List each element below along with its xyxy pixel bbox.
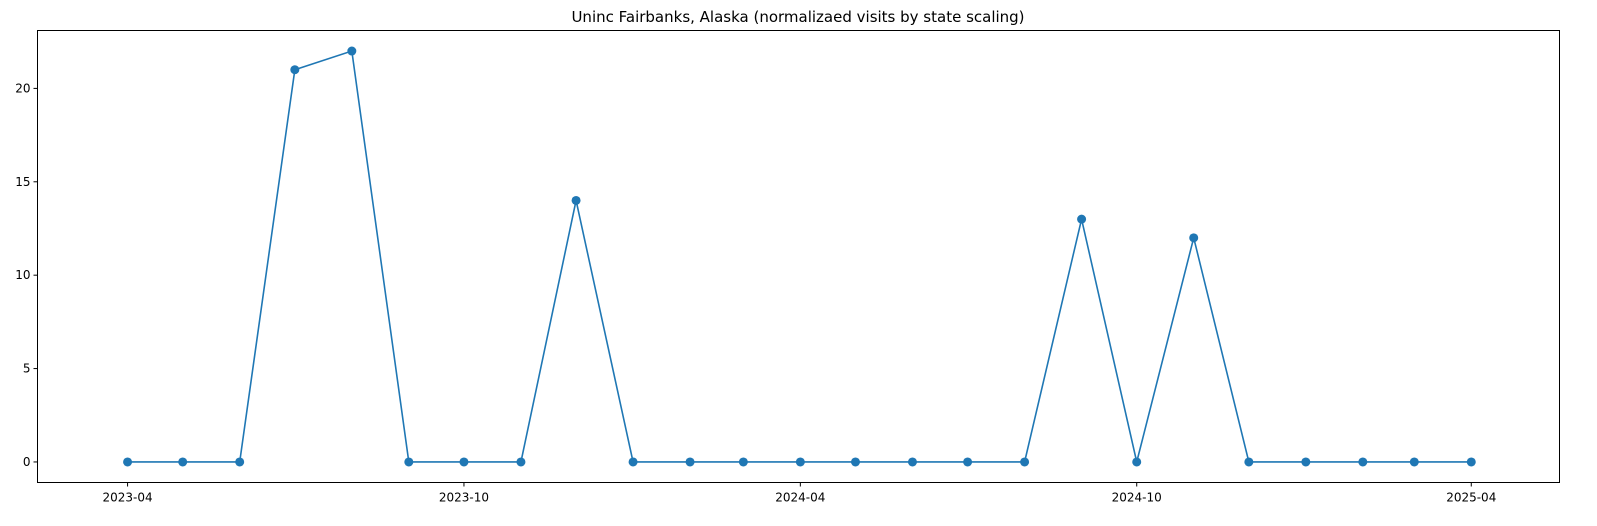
y-tick-label: 10 <box>15 268 30 282</box>
x-tick-label: 2024-04 <box>775 491 825 505</box>
data-point <box>795 457 805 467</box>
x-tick-label: 2023-04 <box>102 491 152 505</box>
y-tick-label: 5 <box>23 362 31 376</box>
data-point <box>404 457 414 467</box>
axes-frame <box>37 30 1560 483</box>
data-point <box>459 457 469 467</box>
data-point <box>1466 457 1476 467</box>
x-tick-label: 2023-10 <box>439 491 489 505</box>
data-point <box>850 457 860 467</box>
data-point <box>1189 233 1199 243</box>
y-tick-label: 15 <box>15 175 30 189</box>
data-point <box>1077 214 1087 224</box>
data-point <box>907 457 917 467</box>
data-point <box>516 457 526 467</box>
data-point <box>963 457 973 467</box>
series-line <box>127 49 1472 463</box>
data-point <box>738 457 748 467</box>
data-point <box>685 457 695 467</box>
x-axis: 2023-04 2023-10 2024-04 2024-10 2025-04 <box>102 482 1496 505</box>
series-layer <box>123 46 1476 467</box>
x-tick-label: 2025-04 <box>1446 491 1496 505</box>
chart-title: Uninc Fairbanks, Alaska (normalizaed vis… <box>571 8 1024 26</box>
data-point <box>1409 457 1419 467</box>
plot-area <box>37 30 1560 483</box>
data-point <box>347 46 357 56</box>
data-point <box>628 457 638 467</box>
y-axis: 0 5 10 15 20 <box>15 81 38 469</box>
data-point <box>571 195 581 205</box>
y-tick-label: 0 <box>23 455 31 469</box>
y-tick-label: 20 <box>15 81 30 95</box>
data-point <box>1244 457 1254 467</box>
data-point <box>1132 457 1142 467</box>
data-point <box>1020 457 1030 467</box>
x-tick-label: 2024-10 <box>1112 491 1162 505</box>
data-point <box>235 457 245 467</box>
data-point <box>1358 457 1368 467</box>
data-point <box>290 65 300 75</box>
data-point <box>178 457 188 467</box>
data-point <box>1301 457 1311 467</box>
data-point <box>123 457 133 467</box>
